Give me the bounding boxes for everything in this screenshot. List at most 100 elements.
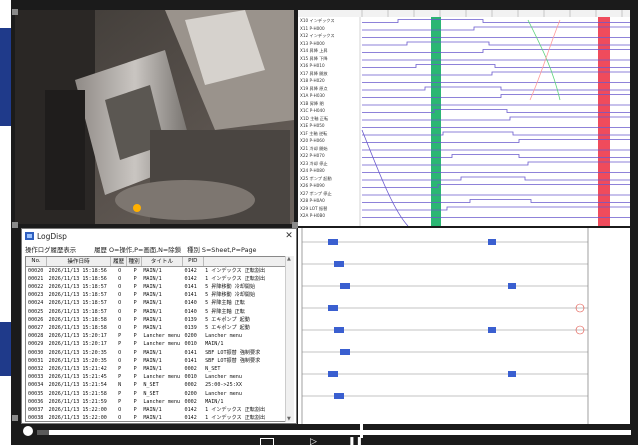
table-cell: 2026/11/13 15:18:57 bbox=[48, 283, 107, 290]
table-row[interactable]: 00037 2026/11/13 15:22:00 O P MAIN/1 0142 1 イン… bbox=[26, 406, 286, 414]
signal-label: X21 冷却 開始 bbox=[300, 145, 328, 151]
table-cell: P bbox=[133, 415, 137, 422]
signal-label: X27 ポンプ 停止 bbox=[300, 190, 332, 196]
ladder-contact bbox=[328, 305, 338, 311]
window-titlebar[interactable]: LogDisp ✕ bbox=[22, 229, 296, 243]
table-cell: 0141 bbox=[184, 357, 197, 364]
table-row[interactable]: 00027 2026/11/13 15:18:58 O P MAIN/1 0139 5 エキ… bbox=[26, 324, 286, 332]
table-cell: 00027 bbox=[28, 324, 44, 331]
column-header[interactable]: タイトル bbox=[141, 257, 184, 267]
ladder-coil bbox=[575, 325, 585, 335]
signal-label: X17 昇降 開放 bbox=[300, 70, 328, 76]
table-cell: 00037 bbox=[28, 406, 44, 413]
ladder-diagram-pane[interactable] bbox=[298, 228, 630, 424]
table-cell: 0139 bbox=[184, 316, 197, 323]
table-row[interactable]: 00022 2026/11/13 15:18:57 O P MAIN/1 0141 5 昇降… bbox=[26, 283, 286, 291]
left-accent-strip-bottom bbox=[0, 322, 11, 376]
column-header[interactable]: 種別 bbox=[126, 257, 142, 267]
table-cell: 0010 bbox=[184, 374, 197, 381]
column-header[interactable]: 操作日時 bbox=[46, 257, 111, 267]
table-cell: 2026/11/13 15:21:59 bbox=[48, 398, 107, 405]
stop-icon[interactable] bbox=[260, 438, 274, 445]
table-row[interactable]: 00024 2026/11/13 15:18:57 O P MAIN/1 0140 5 昇降… bbox=[26, 299, 286, 307]
table-cell: MAIN/1 bbox=[143, 365, 162, 372]
table-cell: 2026/11/13 15:18:57 bbox=[48, 292, 107, 299]
table-row[interactable]: 00031 2026/11/13 15:20:35 O P MAIN/1 0141 SBF … bbox=[26, 357, 286, 365]
table-row[interactable]: 00025 2026/11/13 15:18:57 O P MAIN/1 0140 5 昇降… bbox=[26, 308, 286, 316]
signal-waveform bbox=[362, 199, 630, 203]
logdisp-window[interactable]: LogDisp ✕ 操作ログ履歴表示 履歴 O=操作,P=画面,N=除鎖 種別 … bbox=[21, 228, 297, 424]
table-cell: MAIN/1 bbox=[143, 357, 162, 364]
table-cell: 0002 bbox=[184, 382, 197, 389]
table-cell: P bbox=[133, 275, 137, 282]
playback-seek-track[interactable] bbox=[37, 430, 631, 435]
table-cell: 2026/11/13 15:21:54 bbox=[48, 382, 107, 389]
signal-label: X29 LOT 振替 bbox=[300, 205, 328, 211]
table-cell: MAIN/1 bbox=[143, 300, 162, 307]
play-icon[interactable]: ▷ bbox=[310, 437, 317, 445]
pane-resize-handle[interactable] bbox=[292, 222, 298, 228]
signal-waveform bbox=[362, 184, 630, 188]
table-row[interactable]: 00028 2026/11/13 15:20:17 P P Lancher menu 02… bbox=[26, 332, 286, 340]
table-cell: 0140 bbox=[184, 308, 197, 315]
signal-waveform bbox=[362, 131, 630, 136]
table-cell: 2026/11/13 15:20:35 bbox=[48, 349, 107, 356]
table-row[interactable]: 00030 2026/11/13 15:20:35 O P MAIN/1 0141 SBF … bbox=[26, 349, 286, 357]
column-header[interactable]: PID bbox=[182, 257, 204, 267]
signal-label: X24 P-H080 bbox=[300, 168, 325, 173]
table-cell: SBF LOT振替 強制要求 bbox=[205, 357, 261, 364]
table-cell: MAIN/1 bbox=[143, 267, 162, 274]
table-cell: N bbox=[118, 382, 122, 389]
ladder-contact bbox=[488, 239, 496, 245]
signal-waveform bbox=[362, 49, 630, 53]
table-cell: 0200 bbox=[184, 333, 197, 340]
pane-resize-handle[interactable] bbox=[12, 9, 18, 15]
table-row[interactable]: 00021 2026/11/13 15:18:56 O P MAIN/1 0142 1 イン… bbox=[26, 275, 286, 283]
table-cell: N_SET bbox=[143, 390, 159, 397]
table-row[interactable]: 00034 2026/11/13 15:21:54 N P N_SET 0002 25:00… bbox=[26, 381, 286, 389]
table-cell: Lancher menu bbox=[143, 398, 181, 405]
signal-label: X18 P-H020 bbox=[300, 78, 325, 83]
ladder-contact bbox=[334, 327, 344, 333]
table-cell: Lancher menu bbox=[143, 333, 181, 340]
table-cell: 0139 bbox=[184, 324, 197, 331]
table-cell: MAIN/1 bbox=[143, 275, 162, 282]
table-row[interactable]: 00035 2026/11/13 15:21:58 P P N_SET 0200 Lanch… bbox=[26, 390, 286, 398]
log-table-container[interactable]: No. 操作日時 履歴 種別 タイトル PID 00020 2026/11/13 … bbox=[25, 256, 287, 422]
signal-label: X1B 昇降 閉 bbox=[300, 100, 324, 106]
table-row[interactable]: 00029 2026/11/13 15:20:17 P P Lancher menu 00… bbox=[26, 340, 286, 348]
log-vertical-scrollbar[interactable] bbox=[285, 256, 294, 422]
pause-icon[interactable]: ❚❚ bbox=[348, 437, 364, 445]
signal-label: X13 P-H000 bbox=[300, 40, 325, 46]
signal-label: X2A P-H0B0 bbox=[300, 213, 326, 218]
table-row[interactable]: 00036 2026/11/13 15:21:59 P P Lancher menu 00… bbox=[26, 398, 286, 406]
table-row[interactable]: 00032 2026/11/13 15:21:42 P P MAIN/1 0002 N_SE… bbox=[26, 365, 286, 373]
signal-waveform bbox=[362, 19, 630, 23]
timing-chart-pane[interactable]: X10 インデックス X11 P-H000 X12 インデックス X13 P-H000… bbox=[298, 10, 630, 226]
close-button[interactable]: ✕ bbox=[285, 231, 293, 241]
signal-waveform bbox=[362, 41, 630, 46]
table-row[interactable]: 00033 2026/11/13 15:21:45 P P Lancher menu 00… bbox=[26, 373, 286, 381]
column-header[interactable]: 履歴 bbox=[110, 257, 128, 267]
table-row[interactable]: 00023 2026/11/13 15:18:57 O P MAIN/1 0141 5 昇降… bbox=[26, 291, 286, 299]
table-row[interactable]: 00020 2026/11/13 15:18:56 O P MAIN/1 0142 1 イン… bbox=[26, 266, 286, 275]
signal-waveform bbox=[362, 94, 630, 98]
column-header[interactable]: No. bbox=[26, 257, 48, 267]
table-cell: 1 インデックス 正転割出 bbox=[205, 275, 266, 282]
signal-label: X19 昇降 原点 bbox=[300, 85, 328, 91]
pane-resize-handle[interactable] bbox=[12, 222, 18, 228]
table-cell: MAIN/1 bbox=[205, 398, 224, 405]
seek-knob[interactable] bbox=[23, 426, 33, 436]
table-cell: 25:00->25:XX bbox=[205, 382, 242, 389]
table-cell: MAIN/1 bbox=[143, 406, 162, 413]
column-header[interactable] bbox=[203, 257, 286, 267]
pane-resize-handle[interactable] bbox=[12, 415, 18, 421]
log-table: No. 操作日時 履歴 種別 タイトル PID 00020 2026/11/13 … bbox=[26, 257, 286, 422]
table-row[interactable]: 00026 2026/11/13 15:18:58 O P MAIN/1 0139 5 エキ… bbox=[26, 316, 286, 324]
table-row[interactable]: 00038 2026/11/13 15:22:00 O P MAIN/1 0142 1 イン… bbox=[26, 414, 286, 422]
signal-label: X11 P-H000 bbox=[300, 25, 325, 31]
camera-video-pane[interactable] bbox=[15, 10, 294, 224]
table-cell: Lancher menu bbox=[205, 333, 242, 340]
ladder-contact bbox=[488, 327, 496, 333]
table-cell: 2026/11/13 15:18:56 bbox=[48, 267, 107, 274]
